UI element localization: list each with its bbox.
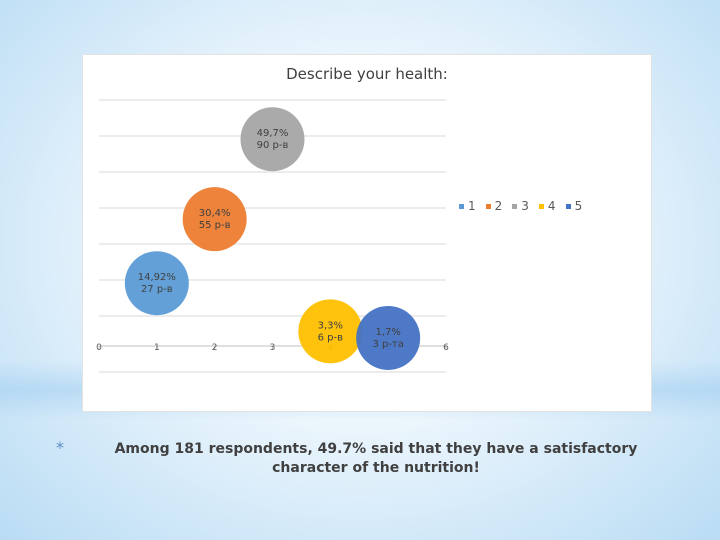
bubble-label-1: 14,92% 27 р-в: [138, 272, 176, 295]
bubble-1: [124, 251, 189, 316]
legend-label: 5: [574, 199, 583, 213]
bubble-2: [182, 187, 247, 252]
legend-item-1: 1: [459, 199, 476, 213]
legend-item-4: 4: [538, 199, 556, 213]
bubble-label-line: 90 р-в: [257, 140, 289, 151]
x-tick-label: 6: [443, 343, 449, 353]
bubble-label-line: 27 р-в: [141, 284, 173, 295]
slide-caption: Among 181 respondents, 49.7% said that t…: [114, 441, 638, 476]
chart-panel: Describe your health: 0 1 2 3 4 5 6 14,92%27 р-…: [82, 54, 652, 412]
chart-legend: 1 2 3 4 5: [459, 199, 582, 213]
bubble-label-5: 1,7% 3 р-та: [372, 327, 403, 350]
bubble-label-line: 30,4%: [199, 208, 231, 219]
bubble-label-line: 3 р-та: [372, 339, 403, 350]
legend-label: 4: [547, 199, 556, 213]
bubble-label-line: 14,92%: [138, 272, 176, 283]
legend-item-5: 5: [565, 199, 583, 213]
legend-label: 2: [494, 199, 503, 213]
legend-swatch: [459, 203, 464, 209]
bubble-4: [298, 299, 363, 364]
bubble-label-4: 3,3% 6 р-в: [318, 320, 344, 343]
x-tick-label: 0: [96, 343, 102, 353]
x-tick-label: 1: [154, 343, 160, 353]
bubble-3: [240, 107, 305, 172]
caption-bullet: *: [56, 438, 64, 457]
bubble-label-3: 49,7% 90 р-в: [257, 128, 289, 151]
x-tick-label: 2: [212, 343, 218, 353]
legend-swatch: [565, 203, 571, 209]
bubble-5: [356, 305, 421, 370]
bubble-label-line: 1,7%: [375, 327, 400, 338]
legend-label: 3: [521, 199, 529, 213]
legend-swatch: [512, 203, 518, 209]
chart-title: Describe your health:: [286, 65, 448, 83]
legend-label: 1: [468, 199, 476, 213]
legend-swatch: [485, 203, 491, 209]
legend-swatch: [538, 203, 544, 209]
legend-item-2: 2: [485, 199, 503, 213]
bubble-label-line: 6 р-в: [318, 332, 343, 343]
bubble-label-line: 3,3%: [318, 320, 343, 331]
bubble-chart: 012345614,92%27 р-в30,4%55 р-в49,7%90 р-…: [96, 99, 449, 373]
bubble-label-line: 55 р-в: [199, 220, 231, 231]
legend-item-3: 3: [512, 199, 529, 213]
bubble-label-line: 49,7%: [257, 128, 289, 139]
x-tick-label: 3: [270, 343, 276, 353]
bubble-label-2: 30,4% 55 р-в: [199, 208, 231, 231]
